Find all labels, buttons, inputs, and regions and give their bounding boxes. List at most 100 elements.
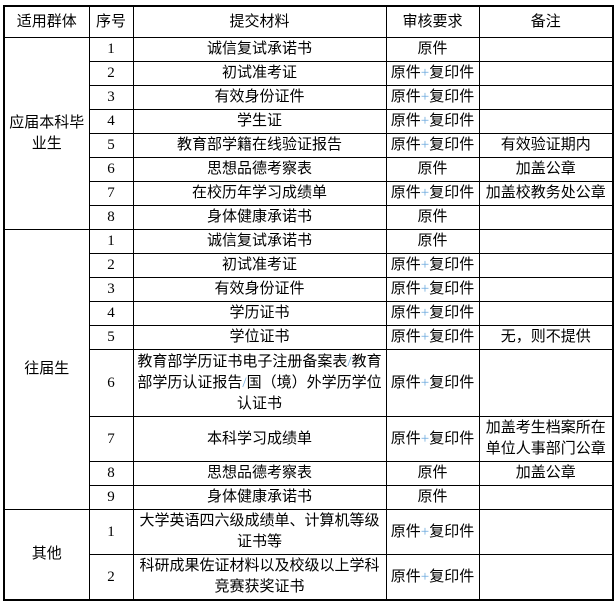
- requirement-cell: 原件: [385, 229, 480, 254]
- requirement-cell: 原件+复印件: [385, 85, 480, 110]
- accent-separator: +: [420, 430, 430, 447]
- table-row: 其他 1 大学英语四六级成绩单、计算机等级证书等 原件+复印件: [3, 509, 614, 601]
- seq-cell: 7: [88, 181, 134, 206]
- requirement-cell: 原件+复印件: [385, 349, 480, 417]
- material-cell: 身体健康承诺书: [132, 485, 387, 510]
- header-applicable-group: 适用群体: [3, 5, 90, 38]
- header-sequence-number: 序号: [88, 5, 134, 38]
- seq-cell: 6: [88, 349, 134, 417]
- material-cell: 思想品德考察表: [132, 157, 387, 182]
- group-cell: 其他: [3, 509, 90, 601]
- requirement-cell: 原件+复印件: [385, 133, 480, 158]
- seq-cell: 2: [88, 253, 134, 278]
- table-row: 4 学历证书 原件+复印件: [4, 301, 614, 326]
- requirement-cell: 原件+复印件: [385, 325, 480, 350]
- seq-cell: 6: [88, 157, 134, 182]
- table-row: 6 思想品德考察表 原件 加盖公章: [4, 157, 614, 182]
- seq-cell: 8: [88, 461, 134, 486]
- seq-cell: 9: [88, 485, 134, 510]
- material-cell: 身体健康承诺书: [132, 205, 387, 230]
- note-cell: 加盖公章: [478, 461, 614, 486]
- requirement-cell: 原件+复印件: [385, 181, 480, 206]
- note-cell: [478, 109, 614, 134]
- table-row: 8 身体健康承诺书 原件: [4, 205, 614, 230]
- table-row: 2 初试准考证 原件+复印件: [4, 253, 614, 278]
- table-row: 7 在校历年学习成绩单 原件+复印件 加盖校教务处公章: [4, 181, 614, 206]
- table-row: 应届本科毕业生 1 诚信复试承诺书 原件: [3, 37, 614, 230]
- material-cell: 初试准考证: [132, 61, 387, 86]
- seq-cell: 5: [88, 325, 134, 350]
- table-row: 2 科研成果佐证材料以及校级以上学科竞赛获奖证书 原件+复印件: [4, 554, 614, 601]
- accent-separator: +: [420, 137, 430, 153]
- accent-separator: +: [420, 89, 430, 105]
- requirement-cell: 原件: [385, 205, 480, 230]
- seq-cell: 3: [88, 85, 134, 110]
- note-cell: [478, 61, 614, 86]
- note-cell: 无，则不提供: [478, 325, 614, 350]
- material-cell: 本科学习成绩单: [132, 416, 387, 462]
- requirement-cell: 原件: [385, 37, 480, 62]
- note-cell: [478, 349, 614, 417]
- note-cell: [478, 85, 614, 110]
- header-row: 适用群体 序号 提交材料 审核要求 备注: [3, 5, 614, 38]
- table-row: 6 教育部学历证书电子注册备案表/教育部学历认证报告/国（境）外学历学位认证书 原件…: [4, 349, 614, 417]
- note-cell: [478, 253, 614, 278]
- seq-cell: 1: [88, 509, 134, 555]
- material-cell: 有效身份证件: [132, 85, 387, 110]
- material-cell: 学生证: [132, 109, 387, 134]
- material-cell: 大学英语四六级成绩单、计算机等级证书等: [132, 509, 387, 555]
- accent-separator: +: [420, 281, 430, 297]
- seq-cell: 5: [88, 133, 134, 158]
- accent-separator: +: [420, 113, 430, 129]
- requirement-cell: 原件: [385, 485, 480, 510]
- accent-separator: +: [420, 185, 430, 201]
- table-body: 应届本科毕业生 1 诚信复试承诺书 原件 2 初试准考证 原件+复印件 3 有效身份证件 原件+复…: [3, 37, 614, 601]
- requirement-cell: 原件+复印件: [385, 61, 480, 86]
- note-cell: 加盖考生档案所在单位人事部门公章: [478, 416, 614, 462]
- seq-cell: 3: [88, 277, 134, 302]
- material-cell: 学位证书: [132, 325, 387, 350]
- header-submitted-materials: 提交材料: [132, 5, 387, 38]
- accent-separator: /: [347, 353, 352, 370]
- material-cell: 教育部学历证书电子注册备案表/教育部学历认证报告/国（境）外学历学位认证书: [132, 349, 387, 417]
- seq-cell: 2: [88, 61, 134, 86]
- requirement-cell: 原件+复印件: [385, 416, 480, 462]
- material-cell: 教育部学籍在线验证报告: [132, 133, 387, 158]
- material-cell: 思想品德考察表: [132, 461, 387, 486]
- material-cell: 科研成果佐证材料以及校级以上学科竞赛获奖证书: [132, 554, 387, 601]
- material-cell: 学历证书: [132, 301, 387, 326]
- note-cell: [478, 37, 614, 62]
- accent-separator: +: [420, 329, 430, 345]
- accent-separator: +: [420, 523, 430, 540]
- material-cell: 在校历年学习成绩单: [132, 181, 387, 206]
- submission-materials-table: 适用群体 序号 提交材料 审核要求 备注 应届本科毕业生 1 诚信复试承诺书 原件 2 初…: [3, 5, 614, 601]
- seq-cell: 4: [88, 301, 134, 326]
- material-cell: 诚信复试承诺书: [132, 229, 387, 254]
- seq-cell: 8: [88, 205, 134, 230]
- accent-separator: +: [420, 65, 430, 81]
- table-row: 2 初试准考证 原件+复印件: [4, 61, 614, 86]
- requirement-cell: 原件: [385, 157, 480, 182]
- seq-cell: 7: [88, 416, 134, 462]
- requirement-cell: 原件: [385, 461, 480, 486]
- material-cell: 诚信复试承诺书: [132, 37, 387, 62]
- requirement-cell: 原件+复印件: [385, 253, 480, 278]
- note-cell: 加盖校教务处公章: [478, 181, 614, 206]
- requirement-cell: 原件+复印件: [385, 301, 480, 326]
- table-row: 5 教育部学籍在线验证报告 原件+复印件 有效验证期内: [4, 133, 614, 158]
- accent-separator: +: [420, 257, 430, 273]
- table-row: 3 有效身份证件 原件+复印件: [4, 277, 614, 302]
- requirement-cell: 原件+复印件: [385, 109, 480, 134]
- table-row: 4 学生证 原件+复印件: [4, 109, 614, 134]
- requirement-cell: 原件+复印件: [385, 509, 480, 555]
- table-row: 9 身体健康承诺书 原件: [4, 485, 614, 510]
- material-cell: 初试准考证: [132, 253, 387, 278]
- note-cell: [478, 205, 614, 230]
- table-row: 8 思想品德考察表 原件 加盖公章: [4, 461, 614, 486]
- table-row: 7 本科学习成绩单 原件+复印件 加盖考生档案所在单位人事部门公章: [4, 416, 614, 462]
- note-cell: [478, 554, 614, 601]
- note-cell: [478, 485, 614, 510]
- note-cell: 有效验证期内: [478, 133, 614, 158]
- table-header: 适用群体 序号 提交材料 审核要求 备注: [3, 5, 614, 38]
- accent-separator: +: [420, 568, 430, 585]
